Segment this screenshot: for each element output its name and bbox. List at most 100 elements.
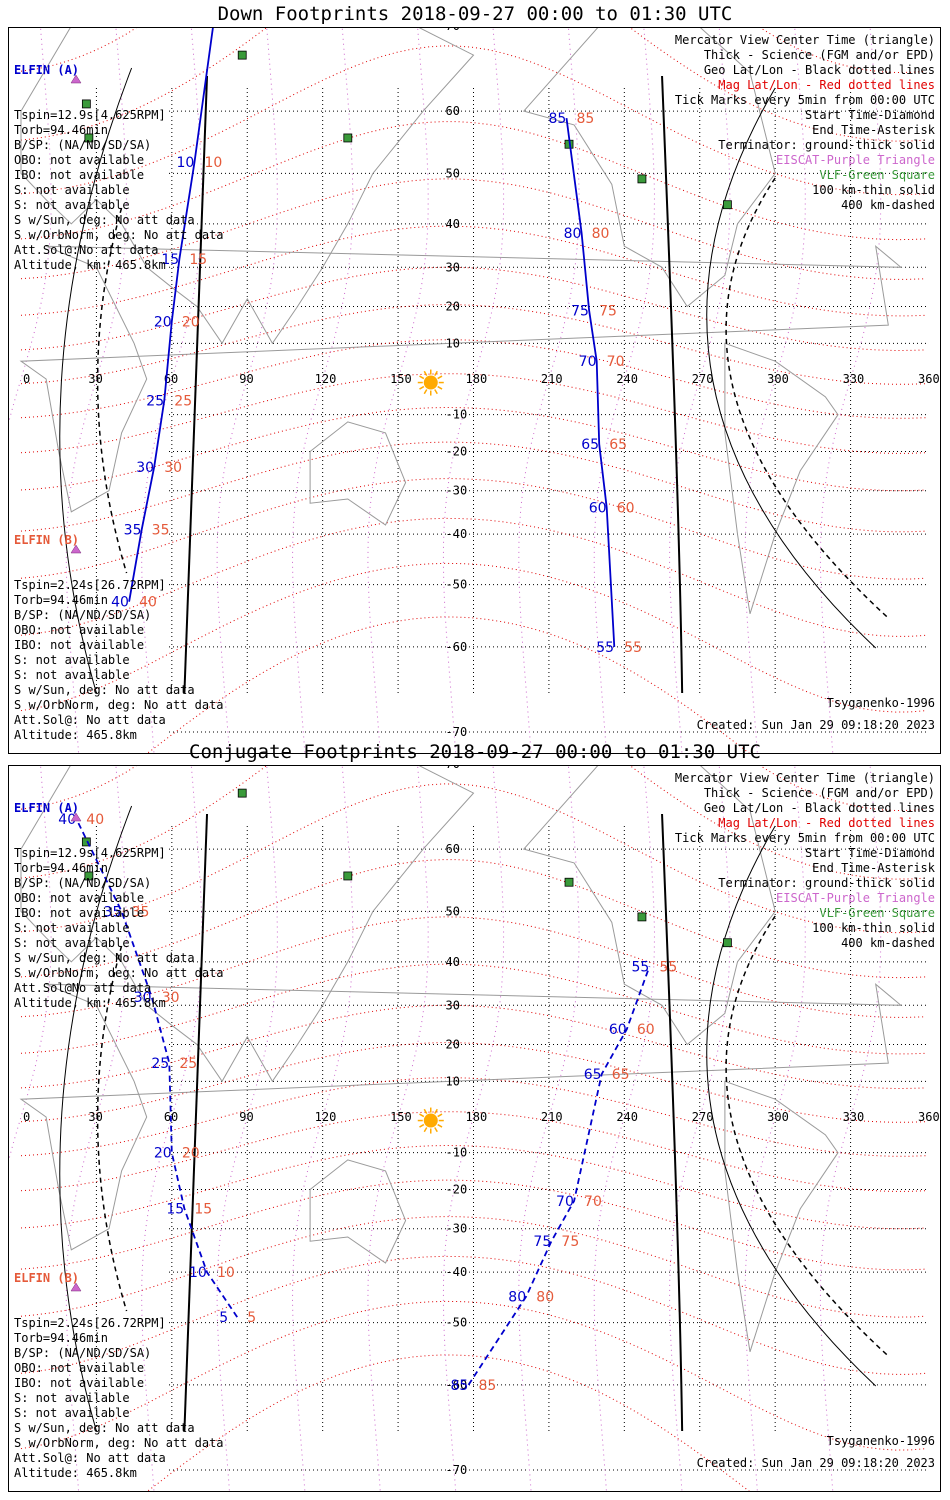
sun-ray xyxy=(437,375,443,380)
elfin-b-tick-label: 10 xyxy=(204,155,222,171)
legend: Mercator View Center Time (triangle) Thic… xyxy=(675,33,935,213)
y-tick-label: 60 xyxy=(446,104,460,118)
legend-entry: 400 km-dashed xyxy=(841,198,935,212)
created-label: Created: Sun Jan 29 09:18:20 2023 xyxy=(696,718,935,732)
x-tick-label: 210 xyxy=(541,372,563,386)
vlf-square xyxy=(84,133,94,143)
vlf-square xyxy=(84,871,94,881)
mag-parallel xyxy=(20,1077,927,1157)
elfin-a-tick-label: 80 xyxy=(564,226,582,242)
elfin-b-tick-label: 55 xyxy=(624,640,642,656)
x-tick-label: 360 xyxy=(918,372,940,386)
terminator-line xyxy=(661,75,684,694)
elfin-b-header: ELFIN (B) xyxy=(14,533,80,547)
y-tick-label: -40 xyxy=(446,527,468,541)
coastline xyxy=(724,1080,839,1352)
sun-ray xyxy=(419,375,425,380)
legend-entry: Geo Lat/Lon - Black dotted lines xyxy=(703,63,935,77)
y-tick-label: -10 xyxy=(446,408,468,422)
elfin-b-tick-label: 10 xyxy=(217,1265,235,1281)
elfin-b-tick-label: 70 xyxy=(607,354,625,370)
elfin-a-line: S w/OrbNorm, deg: No att data xyxy=(14,228,224,242)
model-label: Tsyganenko-1996 xyxy=(826,1434,935,1448)
eiscat-triangle xyxy=(70,74,82,84)
x-tick-label: 270 xyxy=(692,1110,714,1124)
elfin-a-tick-label: 30 xyxy=(134,990,152,1006)
elfin-a-line: Altitude, km: 465.8km xyxy=(14,258,166,272)
panel-title: Down Footprints 2018-09-27 00:00 to 01:3… xyxy=(217,3,733,25)
y-tick-label: -60 xyxy=(446,640,468,654)
elfin-b-line: Tspin=2.24s[26.72RPM] xyxy=(14,1316,166,1330)
terminator-400km xyxy=(96,945,128,1312)
elfin-a-line: IBO: not available xyxy=(14,906,145,920)
elfin-b-tick-label: 85 xyxy=(577,111,595,127)
elfin-b-tick-label: 55 xyxy=(659,959,677,975)
elfin-a-line: Tspin=12.9s[4.625RPM] xyxy=(14,846,166,860)
sun-ray xyxy=(419,1123,425,1128)
elfin-a-line: Att.Sol@No att data xyxy=(14,981,152,995)
elfin-b-line: Torb=94.46min xyxy=(14,1331,108,1345)
y-tick-label: -30 xyxy=(446,1222,468,1236)
elfin-b-info: ELFIN (B) Tspin=2.24s[26.72RPM] Torb=94.4… xyxy=(14,1241,224,1491)
elfin-b-lines: Tspin=2.24s[26.72RPM] Torb=94.46min B/SP: … xyxy=(14,1316,224,1481)
legend-entry: VLF-Green Square xyxy=(819,906,935,920)
elfin-b-tick-label: 65 xyxy=(612,1067,630,1083)
y-tick-label: 50 xyxy=(446,166,460,180)
elfin-b-line: S: not available xyxy=(14,653,130,667)
elfin-a-header: ELFIN (A) xyxy=(14,63,80,77)
elfin-a-tick-label: 10 xyxy=(189,1265,207,1281)
eiscat-triangle xyxy=(70,1282,82,1292)
elfin-a-track xyxy=(565,117,616,647)
y-tick-label: -10 xyxy=(446,1146,468,1160)
elfin-b-tick-label: 60 xyxy=(617,500,635,516)
elfin-b-tick-label: 75 xyxy=(561,1234,579,1250)
legend-entry: Thick - Science (FGM and/or EPD) xyxy=(703,786,935,800)
elfin-a-tick-label: 20 xyxy=(154,314,172,330)
panel-title: Conjugate Footprints 2018-09-27 00:00 to… xyxy=(189,741,761,763)
terminator-100km xyxy=(59,805,133,1432)
legend-entry: Mercator View Center Time (triangle) xyxy=(674,771,935,785)
terminator-line xyxy=(661,813,684,1432)
x-tick-label: 240 xyxy=(616,1110,638,1124)
eiscat-triangle xyxy=(70,544,82,554)
elfin-b-tick-label: 65 xyxy=(609,437,627,453)
x-tick-label: 180 xyxy=(466,372,488,386)
elfin-a-tick-label: 30 xyxy=(136,460,154,476)
coastline xyxy=(19,982,903,1251)
elfin-b-line: B/SP: (NA/ND/SD/SA) xyxy=(14,1346,152,1360)
mag-parallel xyxy=(20,339,927,419)
sun-ray xyxy=(434,389,438,395)
elfin-a-tick-label: 75 xyxy=(571,303,589,319)
x-tick-label: 120 xyxy=(315,372,337,386)
y-tick-label: 20 xyxy=(446,300,460,314)
sun-ray xyxy=(434,370,438,376)
legend-entry: EISCAT-Purple Triangle xyxy=(776,153,935,167)
map-panel-down: 0 30 60 90 120 150 180 210 240 270 300 330 360 70 60 50… xyxy=(8,27,941,754)
elfin-b-tick-label: 60 xyxy=(637,1022,655,1038)
y-tick-label: 40 xyxy=(446,217,460,231)
elfin-a-tick-label: 10 xyxy=(176,155,194,171)
elfin-a-line: IBO: not available xyxy=(14,168,145,182)
sun-ray xyxy=(434,1127,438,1133)
mercator-map: 0 30 60 90 120 150 180 210 240 270 300 330 360 70 60 50… xyxy=(9,766,940,1491)
vlf-square xyxy=(723,200,732,210)
elfin-a-track xyxy=(75,818,238,1318)
elfin-a-tick-label: 80 xyxy=(508,1289,526,1305)
elfin-a-line: Altitude, km: 465.8km xyxy=(14,996,166,1010)
mag-parallel xyxy=(20,28,927,142)
vlf-square xyxy=(81,99,91,109)
x-tick-label: 180 xyxy=(466,1110,488,1124)
vlf-square xyxy=(343,133,353,143)
sun-ray xyxy=(437,385,443,390)
x-tick-label: 0 xyxy=(23,1110,30,1124)
y-tick-label: -20 xyxy=(446,1182,468,1196)
elfin-a-tick-label: 15 xyxy=(161,252,179,268)
elfin-b-tick-label: 30 xyxy=(162,990,180,1006)
terminator-400km xyxy=(725,915,889,1357)
legend-entry: Start Time-Diamond xyxy=(804,108,935,122)
elfin-b-line: Altitude: 465.8km xyxy=(14,728,137,742)
y-tick-label: 30 xyxy=(446,260,460,274)
elfin-a-tick-label: 15 xyxy=(166,1202,184,1218)
elfin-a-tick-label: 60 xyxy=(609,1022,627,1038)
terminator-100km xyxy=(706,825,877,1387)
